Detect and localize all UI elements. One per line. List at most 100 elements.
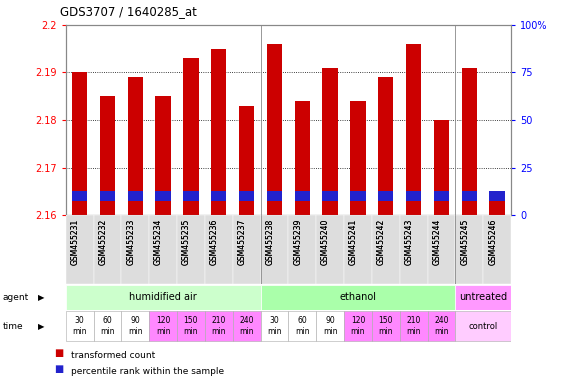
Text: GSM455236: GSM455236 (210, 218, 219, 265)
Bar (127, 77, 143, 215)
Text: 120
min: 120 min (351, 316, 365, 336)
Bar (434, 120, 449, 215)
Bar (155, 96, 171, 215)
Text: humidified air: humidified air (129, 292, 197, 302)
Text: 150
min: 150 min (184, 316, 198, 336)
Bar (483, 215, 511, 284)
Bar (66, 285, 260, 310)
Text: GSM455237: GSM455237 (238, 218, 247, 265)
Bar (100, 191, 115, 201)
Bar (434, 191, 449, 201)
Bar (400, 215, 428, 284)
Bar (400, 311, 428, 341)
Bar (260, 311, 288, 341)
Bar (267, 44, 282, 215)
Bar (288, 311, 316, 341)
Text: 60
min: 60 min (295, 316, 309, 336)
Text: 210
min: 210 min (407, 316, 421, 336)
Bar (350, 191, 365, 201)
Bar (323, 68, 338, 215)
Text: GSM455235: GSM455235 (182, 218, 191, 265)
Text: GSM455231: GSM455231 (71, 218, 79, 265)
Text: GSM455240: GSM455240 (321, 218, 330, 265)
Bar (233, 215, 260, 284)
Bar (456, 311, 511, 341)
Text: GSM455232: GSM455232 (98, 218, 107, 265)
Bar (122, 311, 149, 341)
Bar (72, 191, 87, 201)
Bar (288, 215, 316, 284)
Text: GSM455234: GSM455234 (154, 218, 163, 265)
Text: GSM455240: GSM455240 (321, 218, 330, 265)
Bar (94, 215, 122, 284)
Text: GSM455239: GSM455239 (293, 218, 302, 265)
Text: 90
min: 90 min (128, 316, 143, 336)
Bar (489, 191, 505, 215)
Bar (94, 311, 122, 341)
Bar (428, 311, 456, 341)
Text: ethanol: ethanol (339, 292, 376, 302)
Text: GSM455233: GSM455233 (126, 218, 135, 265)
Bar (233, 311, 260, 341)
Bar (66, 311, 94, 341)
Text: GSM455236: GSM455236 (210, 218, 219, 265)
Text: 30
min: 30 min (267, 316, 282, 336)
Text: GSM455241: GSM455241 (349, 218, 358, 265)
Bar (211, 49, 227, 215)
Bar (183, 191, 199, 201)
Bar (323, 191, 338, 201)
Bar (100, 96, 115, 215)
Bar (239, 106, 254, 215)
Bar (372, 311, 400, 341)
Text: GSM455242: GSM455242 (377, 218, 386, 265)
Text: untreated: untreated (459, 292, 507, 302)
Text: GSM455242: GSM455242 (377, 218, 386, 265)
Bar (295, 191, 310, 201)
Text: GSM455237: GSM455237 (238, 218, 247, 265)
Text: agent: agent (3, 293, 29, 302)
Bar (205, 215, 233, 284)
Bar (149, 215, 177, 284)
Bar (66, 215, 94, 284)
Bar (461, 191, 477, 201)
Text: ■: ■ (54, 348, 63, 358)
Bar (177, 311, 205, 341)
Text: percentile rank within the sample: percentile rank within the sample (71, 367, 224, 376)
Bar (239, 191, 254, 201)
Text: 60
min: 60 min (100, 316, 115, 336)
Text: GSM455234: GSM455234 (154, 218, 163, 265)
Text: 240
min: 240 min (434, 316, 449, 336)
Bar (177, 215, 205, 284)
Text: GSM455244: GSM455244 (432, 218, 441, 265)
Text: ▶: ▶ (38, 321, 45, 331)
Text: GSM455241: GSM455241 (349, 218, 358, 265)
Text: ▶: ▶ (38, 293, 45, 302)
Bar (183, 58, 199, 215)
Bar (406, 44, 421, 215)
Text: 150
min: 150 min (379, 316, 393, 336)
Bar (456, 285, 511, 310)
Bar (260, 215, 288, 284)
Bar (372, 215, 400, 284)
Text: GSM455246: GSM455246 (488, 218, 497, 265)
Text: GSM455245: GSM455245 (460, 218, 469, 265)
Bar (456, 215, 483, 284)
Bar (205, 311, 233, 341)
Bar (316, 311, 344, 341)
Text: GSM455231: GSM455231 (71, 218, 79, 265)
Text: GSM455245: GSM455245 (460, 218, 469, 265)
Bar (295, 101, 310, 215)
Bar (127, 191, 143, 201)
Text: ■: ■ (54, 364, 63, 374)
Text: GSM455235: GSM455235 (182, 218, 191, 265)
Text: GSM455232: GSM455232 (98, 218, 107, 265)
Bar (122, 215, 149, 284)
Bar (155, 191, 171, 201)
Text: 120
min: 120 min (156, 316, 170, 336)
Text: GSM455238: GSM455238 (266, 218, 275, 265)
Text: GDS3707 / 1640285_at: GDS3707 / 1640285_at (60, 5, 197, 18)
Text: GSM455238: GSM455238 (266, 218, 275, 265)
Bar (378, 77, 393, 215)
Bar (72, 73, 87, 215)
Text: GSM455243: GSM455243 (405, 218, 413, 265)
